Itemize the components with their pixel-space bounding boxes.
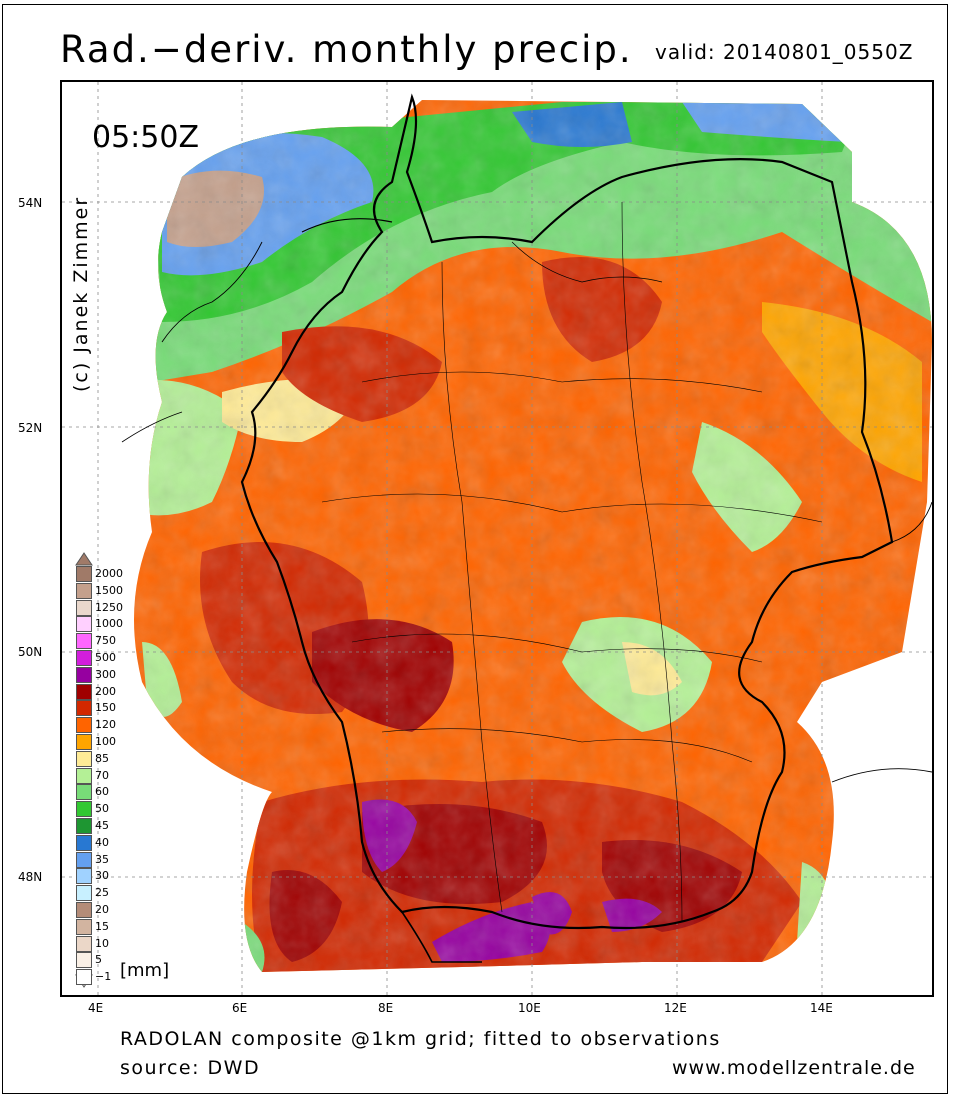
legend-swatch: [76, 851, 92, 868]
legend-swatch: [76, 952, 92, 969]
lon-label-8e: 8E: [378, 1001, 394, 1015]
legend-swatch: [76, 599, 92, 616]
legend-swatch: [76, 700, 92, 717]
legend-swatch: [76, 666, 92, 683]
legend-value-label: 200: [95, 684, 116, 698]
legend-value-label: 40: [95, 835, 109, 849]
legend-swatch: [76, 582, 92, 599]
lat-label-52n: 52N: [18, 421, 43, 435]
legend-value-label: 120: [95, 718, 116, 732]
legend-swatch: [76, 767, 92, 784]
lat-label-48n: 48N: [18, 870, 43, 884]
color-legend: 2000 1500 1250 1000 750 500 300 200 150 120 100 85 7…: [75, 552, 196, 988]
legend-value-label: 15: [95, 919, 109, 933]
legend-swatch: [76, 633, 92, 650]
legend-value-label: 30: [95, 869, 109, 883]
legend-swatch: [76, 918, 92, 935]
precipitation-map[interactable]: 05:50Z (c) Janek Zimmer: [60, 80, 934, 997]
legend-value-label: 750: [95, 634, 116, 648]
lat-label-50n: 50N: [18, 645, 43, 659]
legend-swatch: [76, 734, 92, 750]
time-label: 05:50Z: [92, 120, 200, 155]
legend-swatch: [76, 683, 92, 700]
legend-swatch: [76, 868, 92, 885]
footer-url[interactable]: www.modellzentrale.de: [672, 1057, 916, 1079]
legend-value-label: 5: [95, 953, 102, 967]
legend-value-label: 300: [95, 667, 116, 681]
footer-source: source: DWD: [120, 1057, 261, 1079]
lat-label-54n: 54N: [18, 196, 43, 210]
legend-value-label: 70: [95, 768, 109, 782]
radar-composite: [134, 100, 932, 972]
legend-swatch: [76, 650, 92, 666]
legend-swatch: [76, 935, 92, 952]
legend-value-label: 1500: [95, 583, 123, 597]
legend-value-label: 500: [95, 651, 116, 664]
legend-value-label: 2000: [95, 567, 123, 580]
legend-value-label: 25: [95, 886, 109, 900]
legend-value-label: 1250: [95, 600, 123, 614]
outer-frame: [2, 4, 948, 1094]
author-credit: (c) Janek Zimmer: [70, 195, 92, 392]
legend-value-label: 50: [95, 802, 109, 816]
map-title: Rad.−deriv. monthly precip.: [60, 28, 633, 71]
legend-value-label: 85: [95, 751, 109, 765]
valid-time-label: valid: 20140801_0550Z: [655, 40, 914, 64]
legend-value-label: 10: [95, 936, 109, 950]
legend-swatch: [76, 616, 92, 633]
legend-swatch: [76, 818, 92, 834]
legend-value-label: 35: [95, 852, 109, 866]
lon-label-10e: 10E: [518, 1001, 541, 1015]
legend-value-label: 150: [95, 701, 116, 715]
legend-value-label: 20: [95, 903, 109, 916]
lon-label-4e: 4E: [88, 1001, 104, 1015]
legend-swatch: [76, 834, 92, 851]
legend-swatch: [76, 902, 92, 918]
legend-swatch: [76, 784, 92, 801]
footer-description: RADOLAN composite @1km grid; fitted to o…: [120, 1028, 721, 1050]
legend-value-label: 1000: [95, 617, 123, 631]
legend-swatch: [76, 885, 92, 902]
legend-value-label: 100: [95, 735, 116, 748]
legend-unit-label: [mm]: [120, 960, 170, 981]
legend-value-label: 45: [95, 819, 109, 832]
legend-swatch: [76, 717, 92, 734]
lon-label-6e: 6E: [232, 1001, 248, 1015]
lon-label-12e: 12E: [664, 1001, 687, 1015]
map-canvas: [62, 82, 932, 995]
legend-top-arrow-icon: [75, 552, 93, 566]
legend-swatch: [76, 750, 92, 767]
country-borders: [121, 93, 932, 963]
legend-swatch: [76, 801, 92, 818]
legend-swatch: [76, 969, 92, 986]
legend-swatch: [76, 566, 92, 582]
legend-value-label: −1: [95, 970, 112, 984]
legend-value-label: 60: [95, 785, 109, 799]
lon-label-14e: 14E: [810, 1001, 833, 1015]
